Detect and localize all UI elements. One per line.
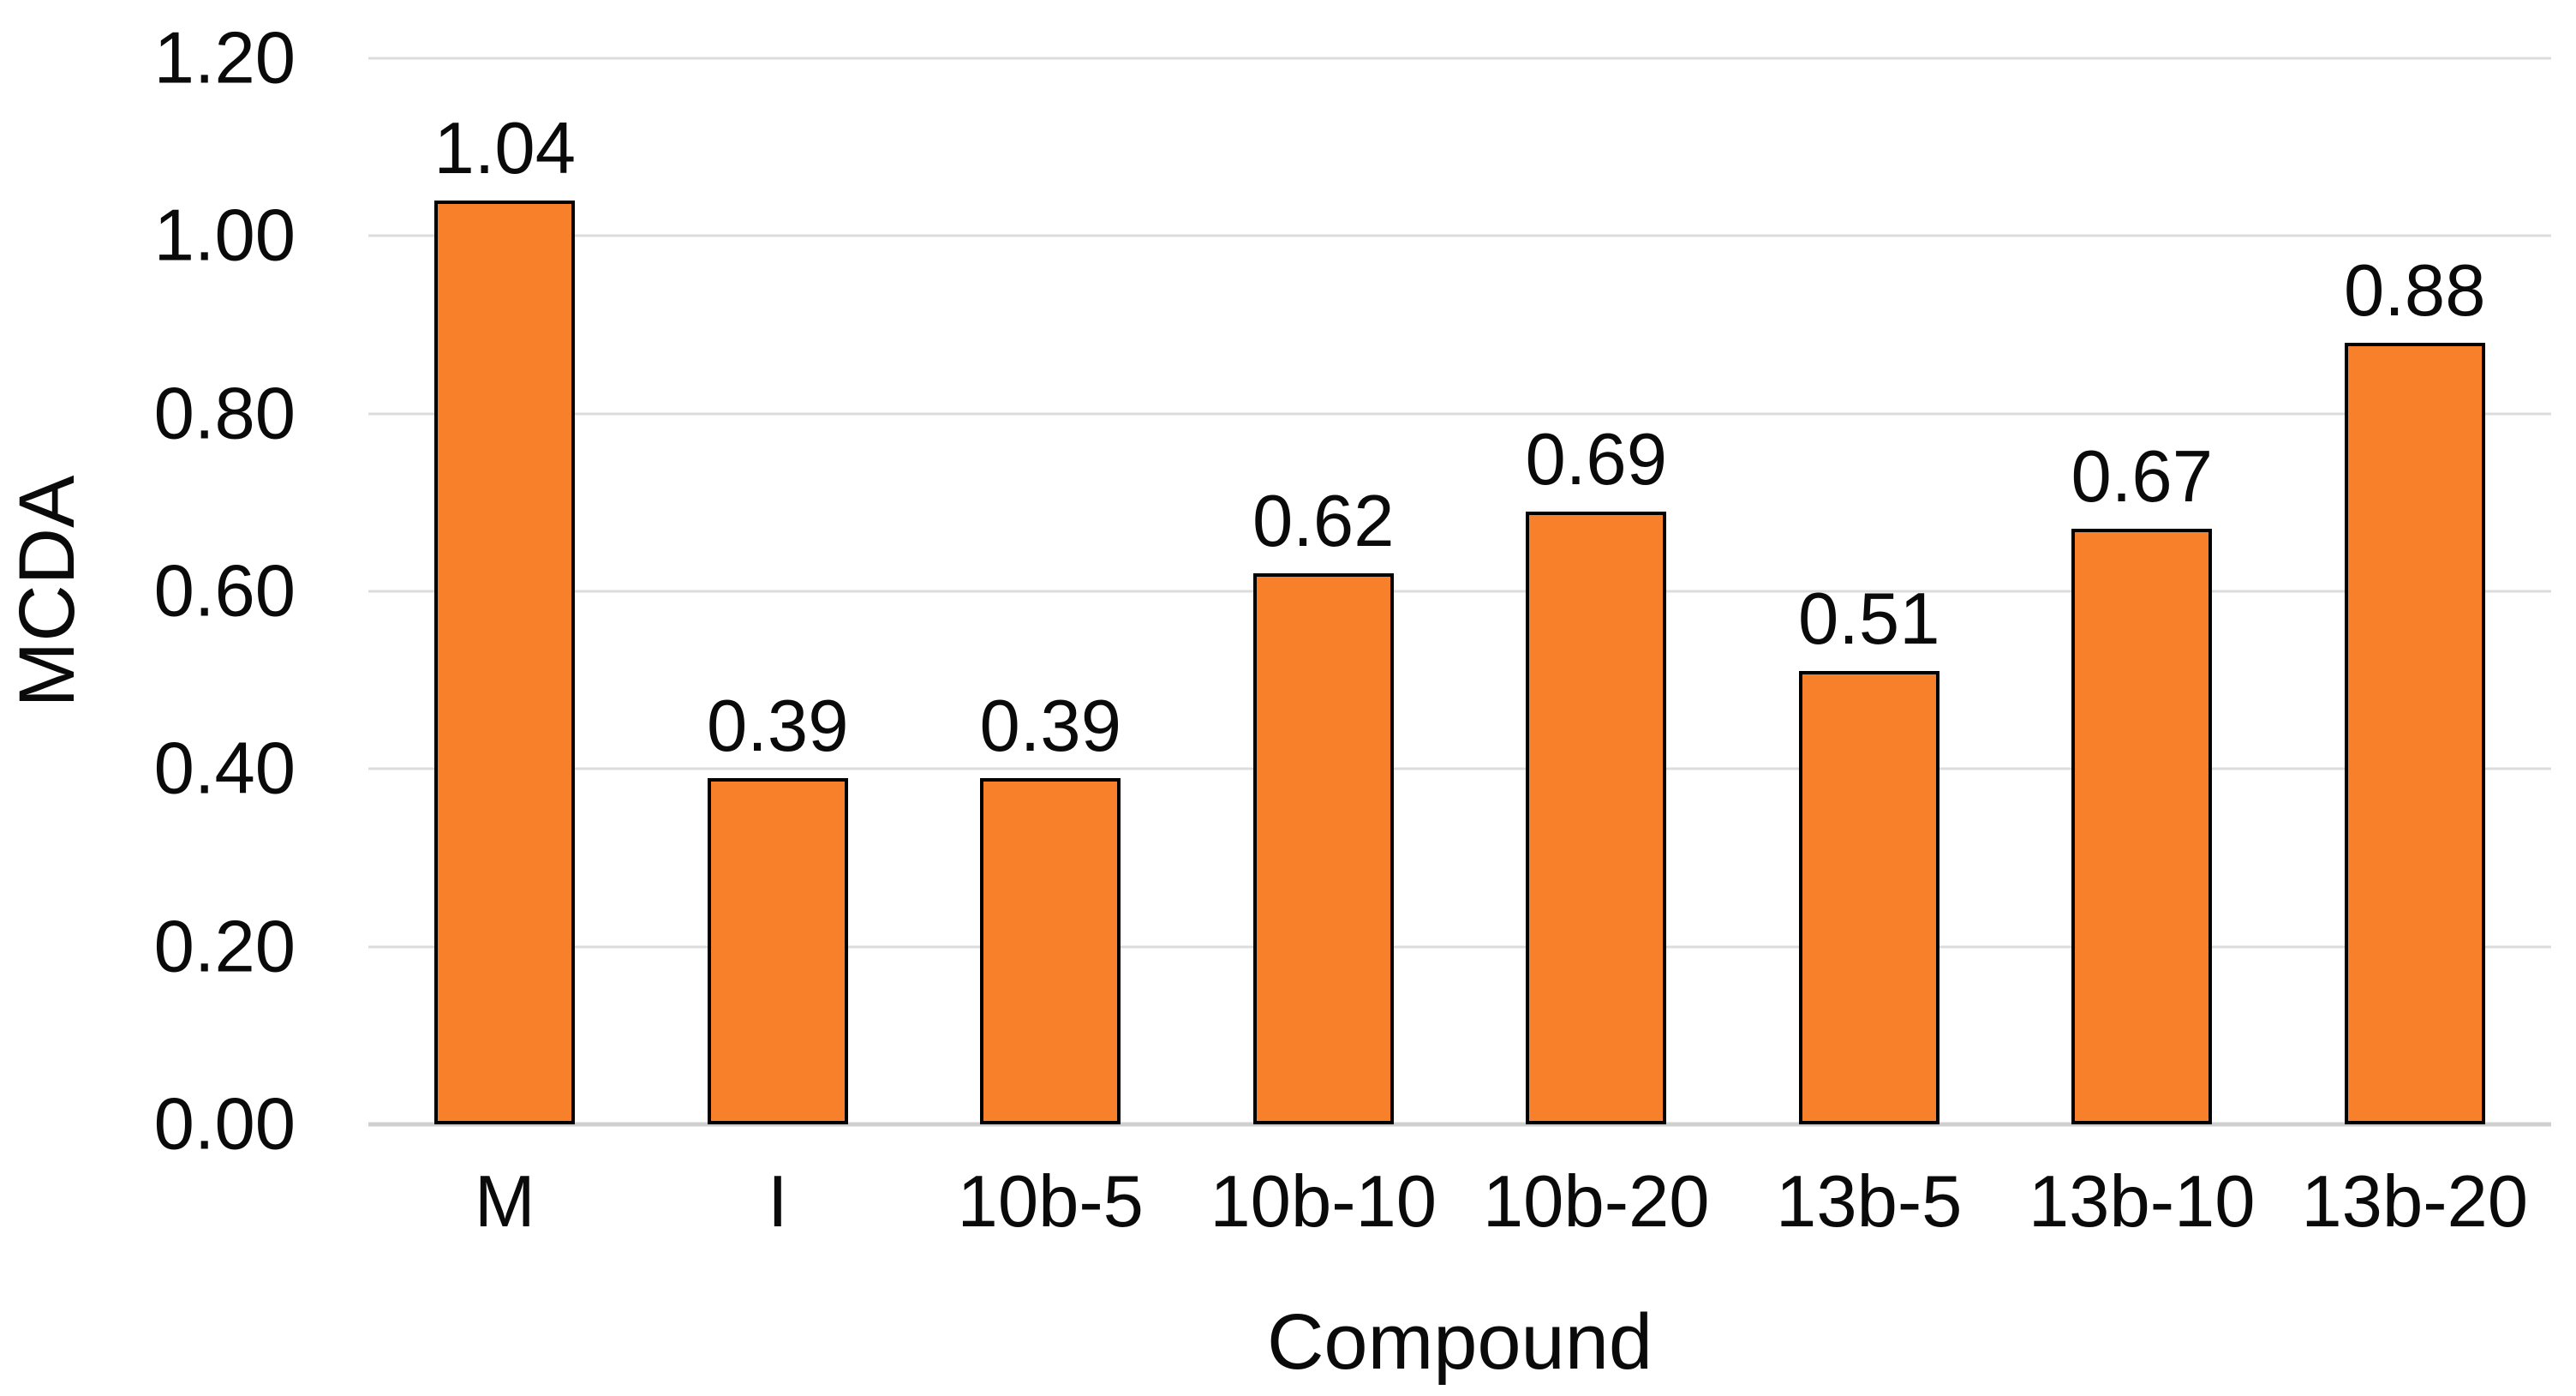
gridline — [368, 945, 2551, 949]
bar-slot: 0.67 — [2005, 58, 2279, 1124]
x-axis-title: Compound — [1266, 1298, 1653, 1386]
gridline — [368, 412, 2551, 416]
x-tick-label-10b-20: 10b-20 — [1482, 1161, 1710, 1243]
bar-value-label: 0.39 — [979, 685, 1121, 767]
bar-13b-10: 0.67 — [2071, 440, 2213, 1124]
bar-slot: 0.51 — [1733, 58, 2006, 1124]
x-axis-tick-labels: M I 10b-5 10b-10 10b-20 13b-5 13b-10 13b-20 — [368, 1165, 2551, 1238]
bar-10b-5: 0.39 — [980, 690, 1121, 1124]
bar-10b-20: 0.69 — [1526, 423, 1667, 1124]
bar-slot: 0.88 — [2279, 58, 2552, 1124]
y-tick-label: 0.40 — [153, 728, 296, 810]
x-tick-label-10b-5: 10b-5 — [957, 1161, 1144, 1243]
bar-slot: 0.69 — [1460, 58, 1733, 1124]
bar-value-label: 0.39 — [707, 685, 849, 767]
gridline — [368, 57, 2551, 60]
plot-area: 1.04 0.39 0.39 0.62 0.69 0.51 0.67 0.88 — [368, 57, 2551, 1127]
gridline — [368, 767, 2551, 770]
y-axis-tick-labels: 0.00 0.20 0.40 0.60 0.80 1.00 1.20 — [0, 22, 296, 1161]
y-tick-label: 0.80 — [153, 373, 296, 455]
bar-series: 1.04 0.39 0.39 0.62 0.69 0.51 0.67 0.88 — [368, 58, 2551, 1124]
bar-value-label: 0.67 — [2071, 436, 2213, 518]
bar-slot: 1.04 — [368, 58, 642, 1124]
bar-13b-20: 0.88 — [2344, 255, 2485, 1124]
bar-value-label: 0.62 — [1252, 481, 1395, 563]
bar-I: 0.39 — [707, 690, 848, 1124]
bar-value-label: 0.51 — [1798, 578, 1940, 661]
x-axis-line — [368, 1122, 2551, 1127]
gridline — [368, 234, 2551, 237]
gridline — [368, 590, 2551, 593]
bar-13b-5: 0.51 — [1798, 583, 1939, 1124]
x-tick-label-13b-20: 13b-20 — [2301, 1161, 2529, 1243]
bar-slot: 0.39 — [642, 58, 915, 1124]
bar-value-label: 0.88 — [2344, 249, 2486, 332]
bar-slot: 0.62 — [1187, 58, 1461, 1124]
y-tick-label: 1.00 — [153, 195, 296, 277]
y-tick-label: 0.60 — [153, 550, 296, 632]
x-tick-label-I: I — [767, 1161, 788, 1243]
y-tick-label: 1.20 — [153, 17, 296, 99]
bar-value-label: 0.69 — [1525, 418, 1667, 500]
bar-slot: 0.39 — [914, 58, 1187, 1124]
bar-10b-10: 0.62 — [1252, 485, 1394, 1124]
x-tick-label-13b-5: 13b-5 — [1776, 1161, 1963, 1243]
x-tick-label-M: M — [474, 1161, 535, 1243]
y-tick-label: 0.00 — [153, 1083, 296, 1165]
x-tick-label-10b-10: 10b-10 — [1210, 1161, 1437, 1243]
bar-M: 1.04 — [434, 112, 576, 1124]
y-tick-label: 0.20 — [153, 906, 296, 988]
x-tick-label-13b-10: 13b-10 — [2028, 1161, 2256, 1243]
bar-value-label: 1.04 — [433, 107, 576, 189]
